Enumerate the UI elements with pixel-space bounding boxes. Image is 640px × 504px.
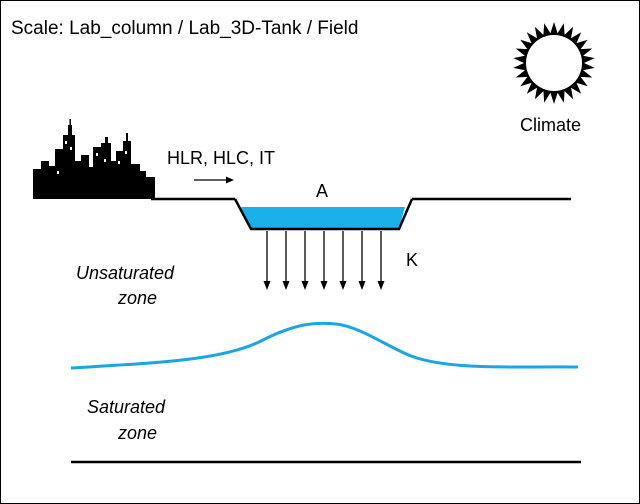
infiltration-arrow bbox=[358, 231, 366, 290]
infiltration-arrow bbox=[377, 231, 385, 290]
infiltration-arrows bbox=[263, 231, 385, 290]
saturated-zone-label-line1: Saturated bbox=[87, 397, 166, 417]
saturated-zone-label-line2: zone bbox=[117, 423, 157, 443]
infiltration-arrow bbox=[320, 231, 328, 290]
infiltration-arrow bbox=[282, 231, 290, 290]
loading-label: HLR, HLC, IT bbox=[167, 148, 275, 168]
infiltration-arrow bbox=[339, 231, 347, 290]
sun-icon bbox=[513, 22, 595, 104]
inflow-arrow bbox=[194, 176, 234, 184]
water-table-line bbox=[70, 321, 579, 370]
infiltration-basin-water bbox=[241, 207, 405, 229]
city-skyline-icon bbox=[33, 119, 155, 199]
unsaturated-zone-label-line1: Unsaturated bbox=[76, 263, 175, 283]
climate-label: Climate bbox=[520, 115, 581, 135]
infiltration-basin bbox=[233, 198, 414, 231]
scale-title: Scale: Lab_column / Lab_3D-Tank / Field bbox=[11, 18, 358, 39]
unsaturated-zone-label-line2: zone bbox=[117, 288, 157, 308]
infiltration-arrow bbox=[301, 231, 309, 290]
conductivity-label: K bbox=[406, 250, 418, 270]
area-label: A bbox=[316, 181, 328, 201]
infiltration-arrow bbox=[263, 231, 271, 290]
